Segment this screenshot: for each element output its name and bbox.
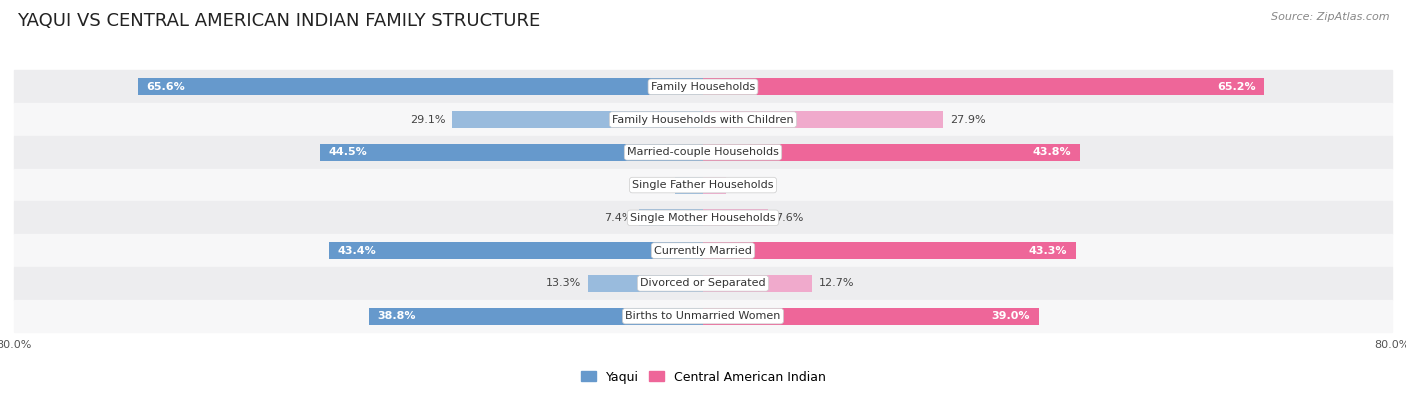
Text: 29.1%: 29.1% [411, 115, 446, 124]
Text: 2.7%: 2.7% [733, 180, 762, 190]
Bar [589, 275, 703, 292]
Bar [368, 308, 703, 325]
Bar [329, 242, 703, 259]
Text: 7.6%: 7.6% [775, 213, 804, 223]
Bar [703, 78, 1264, 95]
Text: 43.4%: 43.4% [337, 246, 377, 256]
Bar [14, 70, 1392, 103]
Text: 3.2%: 3.2% [640, 180, 669, 190]
Text: 43.8%: 43.8% [1033, 147, 1071, 157]
Text: Divorced or Separated: Divorced or Separated [640, 278, 766, 288]
Bar [703, 275, 813, 292]
Bar [138, 78, 703, 95]
Bar [703, 209, 769, 226]
Bar [640, 209, 703, 226]
Text: 38.8%: 38.8% [377, 311, 416, 321]
Bar [14, 136, 1392, 169]
Bar [703, 111, 943, 128]
Bar [319, 144, 703, 161]
Text: 13.3%: 13.3% [547, 278, 582, 288]
Text: Single Mother Households: Single Mother Households [630, 213, 776, 223]
Bar [675, 177, 703, 194]
Text: 65.6%: 65.6% [146, 82, 186, 92]
Text: 65.2%: 65.2% [1218, 82, 1256, 92]
Bar [14, 201, 1392, 234]
Text: Births to Unmarried Women: Births to Unmarried Women [626, 311, 780, 321]
Bar [453, 111, 703, 128]
Bar [14, 169, 1392, 201]
Bar [703, 242, 1076, 259]
Text: 7.4%: 7.4% [605, 213, 633, 223]
Bar [14, 267, 1392, 300]
Text: 12.7%: 12.7% [820, 278, 855, 288]
Text: Married-couple Households: Married-couple Households [627, 147, 779, 157]
Bar [703, 308, 1039, 325]
Text: Family Households: Family Households [651, 82, 755, 92]
Text: Single Father Households: Single Father Households [633, 180, 773, 190]
Text: 27.9%: 27.9% [950, 115, 986, 124]
Text: Family Households with Children: Family Households with Children [612, 115, 794, 124]
Bar [14, 234, 1392, 267]
Bar [14, 300, 1392, 333]
Text: YAQUI VS CENTRAL AMERICAN INDIAN FAMILY STRUCTURE: YAQUI VS CENTRAL AMERICAN INDIAN FAMILY … [17, 12, 540, 30]
Text: 43.3%: 43.3% [1029, 246, 1067, 256]
Text: 44.5%: 44.5% [329, 147, 367, 157]
Bar [14, 103, 1392, 136]
Bar [703, 177, 727, 194]
Text: 39.0%: 39.0% [991, 311, 1031, 321]
Text: Source: ZipAtlas.com: Source: ZipAtlas.com [1271, 12, 1389, 22]
Legend: Yaqui, Central American Indian: Yaqui, Central American Indian [575, 366, 831, 389]
Bar [703, 144, 1080, 161]
Text: Currently Married: Currently Married [654, 246, 752, 256]
